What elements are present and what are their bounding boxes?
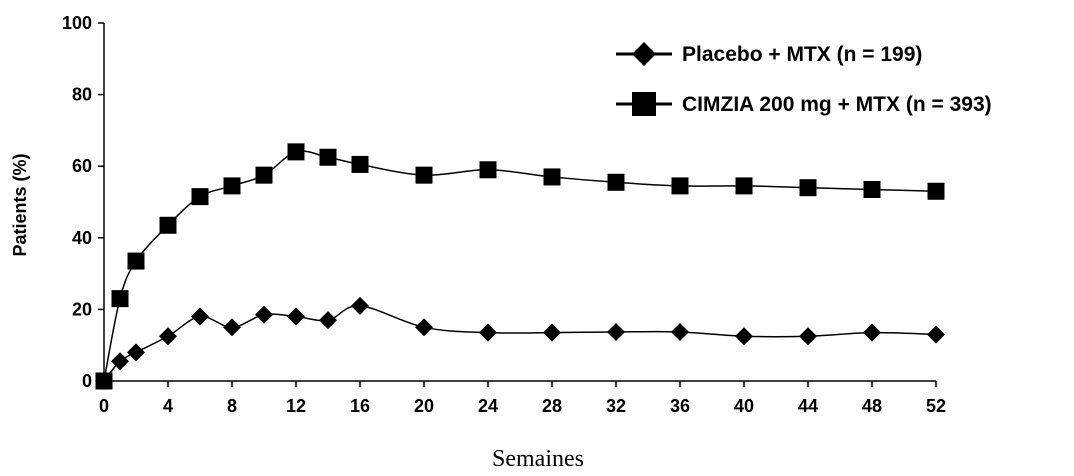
axes [103, 23, 936, 382]
data-point-square [799, 179, 817, 197]
data-point-diamond [735, 327, 753, 346]
data-point-square [415, 166, 433, 184]
data-point-square [607, 173, 625, 191]
data-point-square [927, 182, 945, 200]
x-tick-label: 32 [606, 396, 626, 416]
data-point-diamond [415, 318, 433, 337]
legend-label-placebo: Placebo + MTX (n = 199) [682, 43, 922, 66]
x-tick-label: 40 [734, 396, 754, 416]
y-tick-label: 60 [72, 156, 92, 176]
data-point-square [479, 161, 497, 179]
data-point-square [735, 177, 753, 195]
y-tick-label: 0 [82, 371, 92, 391]
data-point-square [287, 143, 305, 161]
y-tick-label: 20 [72, 299, 92, 319]
data-point-diamond [543, 323, 561, 342]
legend-marker-diamond [632, 42, 656, 66]
x-tick-label: 24 [478, 396, 498, 416]
data-point-square [319, 148, 337, 166]
data-point-square [671, 177, 689, 195]
data-point-diamond [255, 305, 273, 324]
x-tick-label: 52 [926, 396, 946, 416]
y-tick-label: 100 [62, 13, 92, 33]
y-axis-label: Patients (%) [10, 153, 30, 256]
data-point-square [223, 177, 241, 195]
x-tick-label: 48 [862, 396, 882, 416]
data-point-diamond [863, 323, 881, 342]
data-point-diamond [159, 327, 177, 346]
legend: Placebo + MTX (n = 199) CIMZIA 200 mg + … [616, 42, 992, 116]
x-axis-label: Semaines [492, 446, 584, 472]
series-square [95, 143, 945, 390]
data-point-square [543, 168, 561, 186]
data-point-diamond [319, 311, 337, 330]
data-point-square [159, 216, 177, 234]
y-tick-label: 40 [72, 228, 92, 248]
series-layer [95, 143, 945, 390]
data-point-diamond [351, 296, 369, 315]
x-tick-label: 44 [798, 396, 818, 416]
x-tick-label: 8 [227, 396, 237, 416]
legend-label-cimzia: CIMZIA 200 mg + MTX (n = 393) [682, 93, 992, 116]
data-point-diamond [127, 343, 145, 362]
data-point-square [191, 188, 209, 206]
data-point-diamond [927, 325, 945, 344]
data-point-diamond [607, 322, 625, 341]
data-point-square [95, 372, 113, 390]
data-point-diamond [479, 323, 497, 342]
data-point-diamond [287, 307, 305, 326]
legend-marker-square [632, 92, 656, 116]
data-point-diamond [799, 327, 817, 346]
x-tick-label: 16 [350, 396, 370, 416]
x-tick-label: 4 [163, 396, 173, 416]
data-point-square [127, 252, 145, 270]
x-tick-label: 28 [542, 396, 562, 416]
data-point-square [351, 155, 369, 173]
series-diamond [95, 296, 945, 390]
x-ticks: 0 4 8 12 16 20 24 28 32 36 40 44 48 52 [99, 381, 946, 416]
x-tick-label: 0 [99, 396, 109, 416]
data-point-square [863, 180, 881, 198]
y-ticks: 0 20 40 60 80 100 [62, 13, 104, 391]
x-tick-label: 12 [286, 396, 306, 416]
data-point-diamond [191, 307, 209, 326]
data-point-square [111, 290, 129, 308]
legend-item-placebo: Placebo + MTX (n = 199) [616, 42, 922, 66]
y-tick-label: 80 [72, 85, 92, 105]
data-point-square [255, 166, 273, 184]
data-point-diamond [223, 318, 241, 337]
x-tick-label: 36 [670, 396, 690, 416]
x-tick-label: 20 [414, 396, 434, 416]
legend-item-cimzia: CIMZIA 200 mg + MTX (n = 393) [616, 92, 992, 116]
series-line-diamond [103, 305, 937, 382]
data-point-diamond [111, 352, 129, 371]
data-point-diamond [671, 322, 689, 341]
